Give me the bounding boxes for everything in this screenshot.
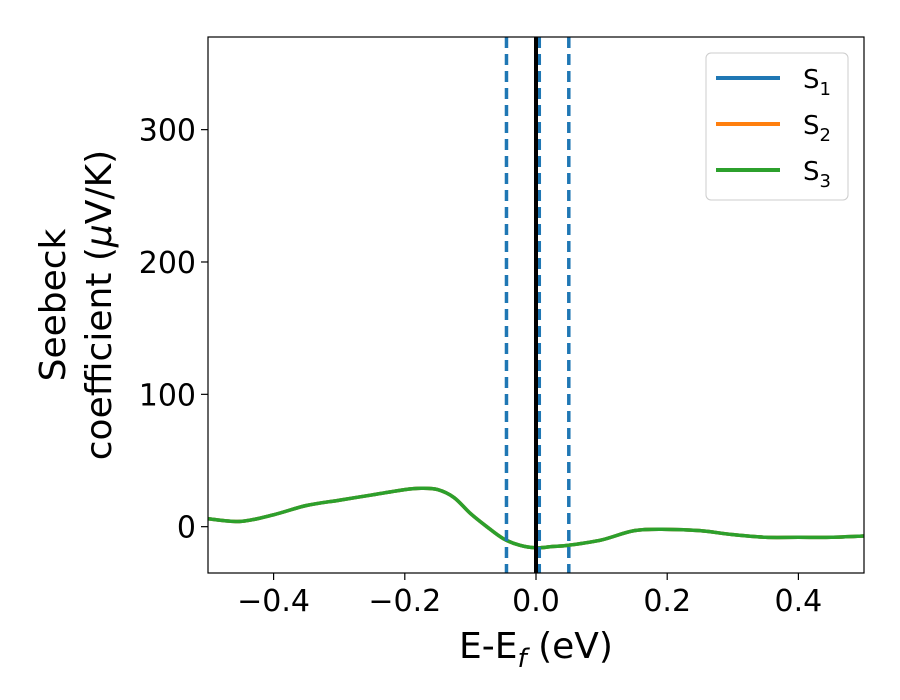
legend-box <box>705 52 849 201</box>
series-line-s3 <box>208 486 864 550</box>
y-tick-label: 200 <box>139 246 196 281</box>
x-tick-label: 0.4 <box>775 584 823 619</box>
legend: S1 S2 S3 <box>705 52 849 201</box>
x-axis-title-suffix: (eV) <box>527 626 613 667</box>
x-tick-label: 0.0 <box>512 584 560 619</box>
legend-label-s3: S3 <box>803 157 831 192</box>
x-tick-label: −0.2 <box>368 584 441 619</box>
x-axis: −0.4 −0.2 0.0 0.2 0.4 <box>237 573 822 619</box>
x-tick-label: 0.2 <box>643 584 691 619</box>
x-tick-label: −0.4 <box>237 584 310 619</box>
y-axis-title: Seebeck coefficient (μV/K) <box>33 150 120 460</box>
x-axis-title-main: E-E <box>459 626 517 667</box>
data-layer <box>208 37 864 573</box>
y-axis-title-line1: Seebeck <box>33 228 74 381</box>
legend-label-s2: S2 <box>803 111 831 146</box>
y-axis-title-unit: V/K) <box>79 150 120 224</box>
y-tick-label: 100 <box>139 378 196 413</box>
legend-label-s1: S1 <box>803 65 831 100</box>
y-axis-title-line2: coefficient (μV/K) <box>79 150 120 460</box>
y-axis-title-mu: μ <box>79 224 120 248</box>
y-tick-label: 300 <box>139 114 196 149</box>
y-axis-title-text: coefficient ( <box>79 247 120 460</box>
x-axis-title: E-Ef (eV) <box>459 626 613 674</box>
y-axis: 0 100 200 300 <box>139 114 208 546</box>
y-tick-label: 0 <box>177 511 196 546</box>
